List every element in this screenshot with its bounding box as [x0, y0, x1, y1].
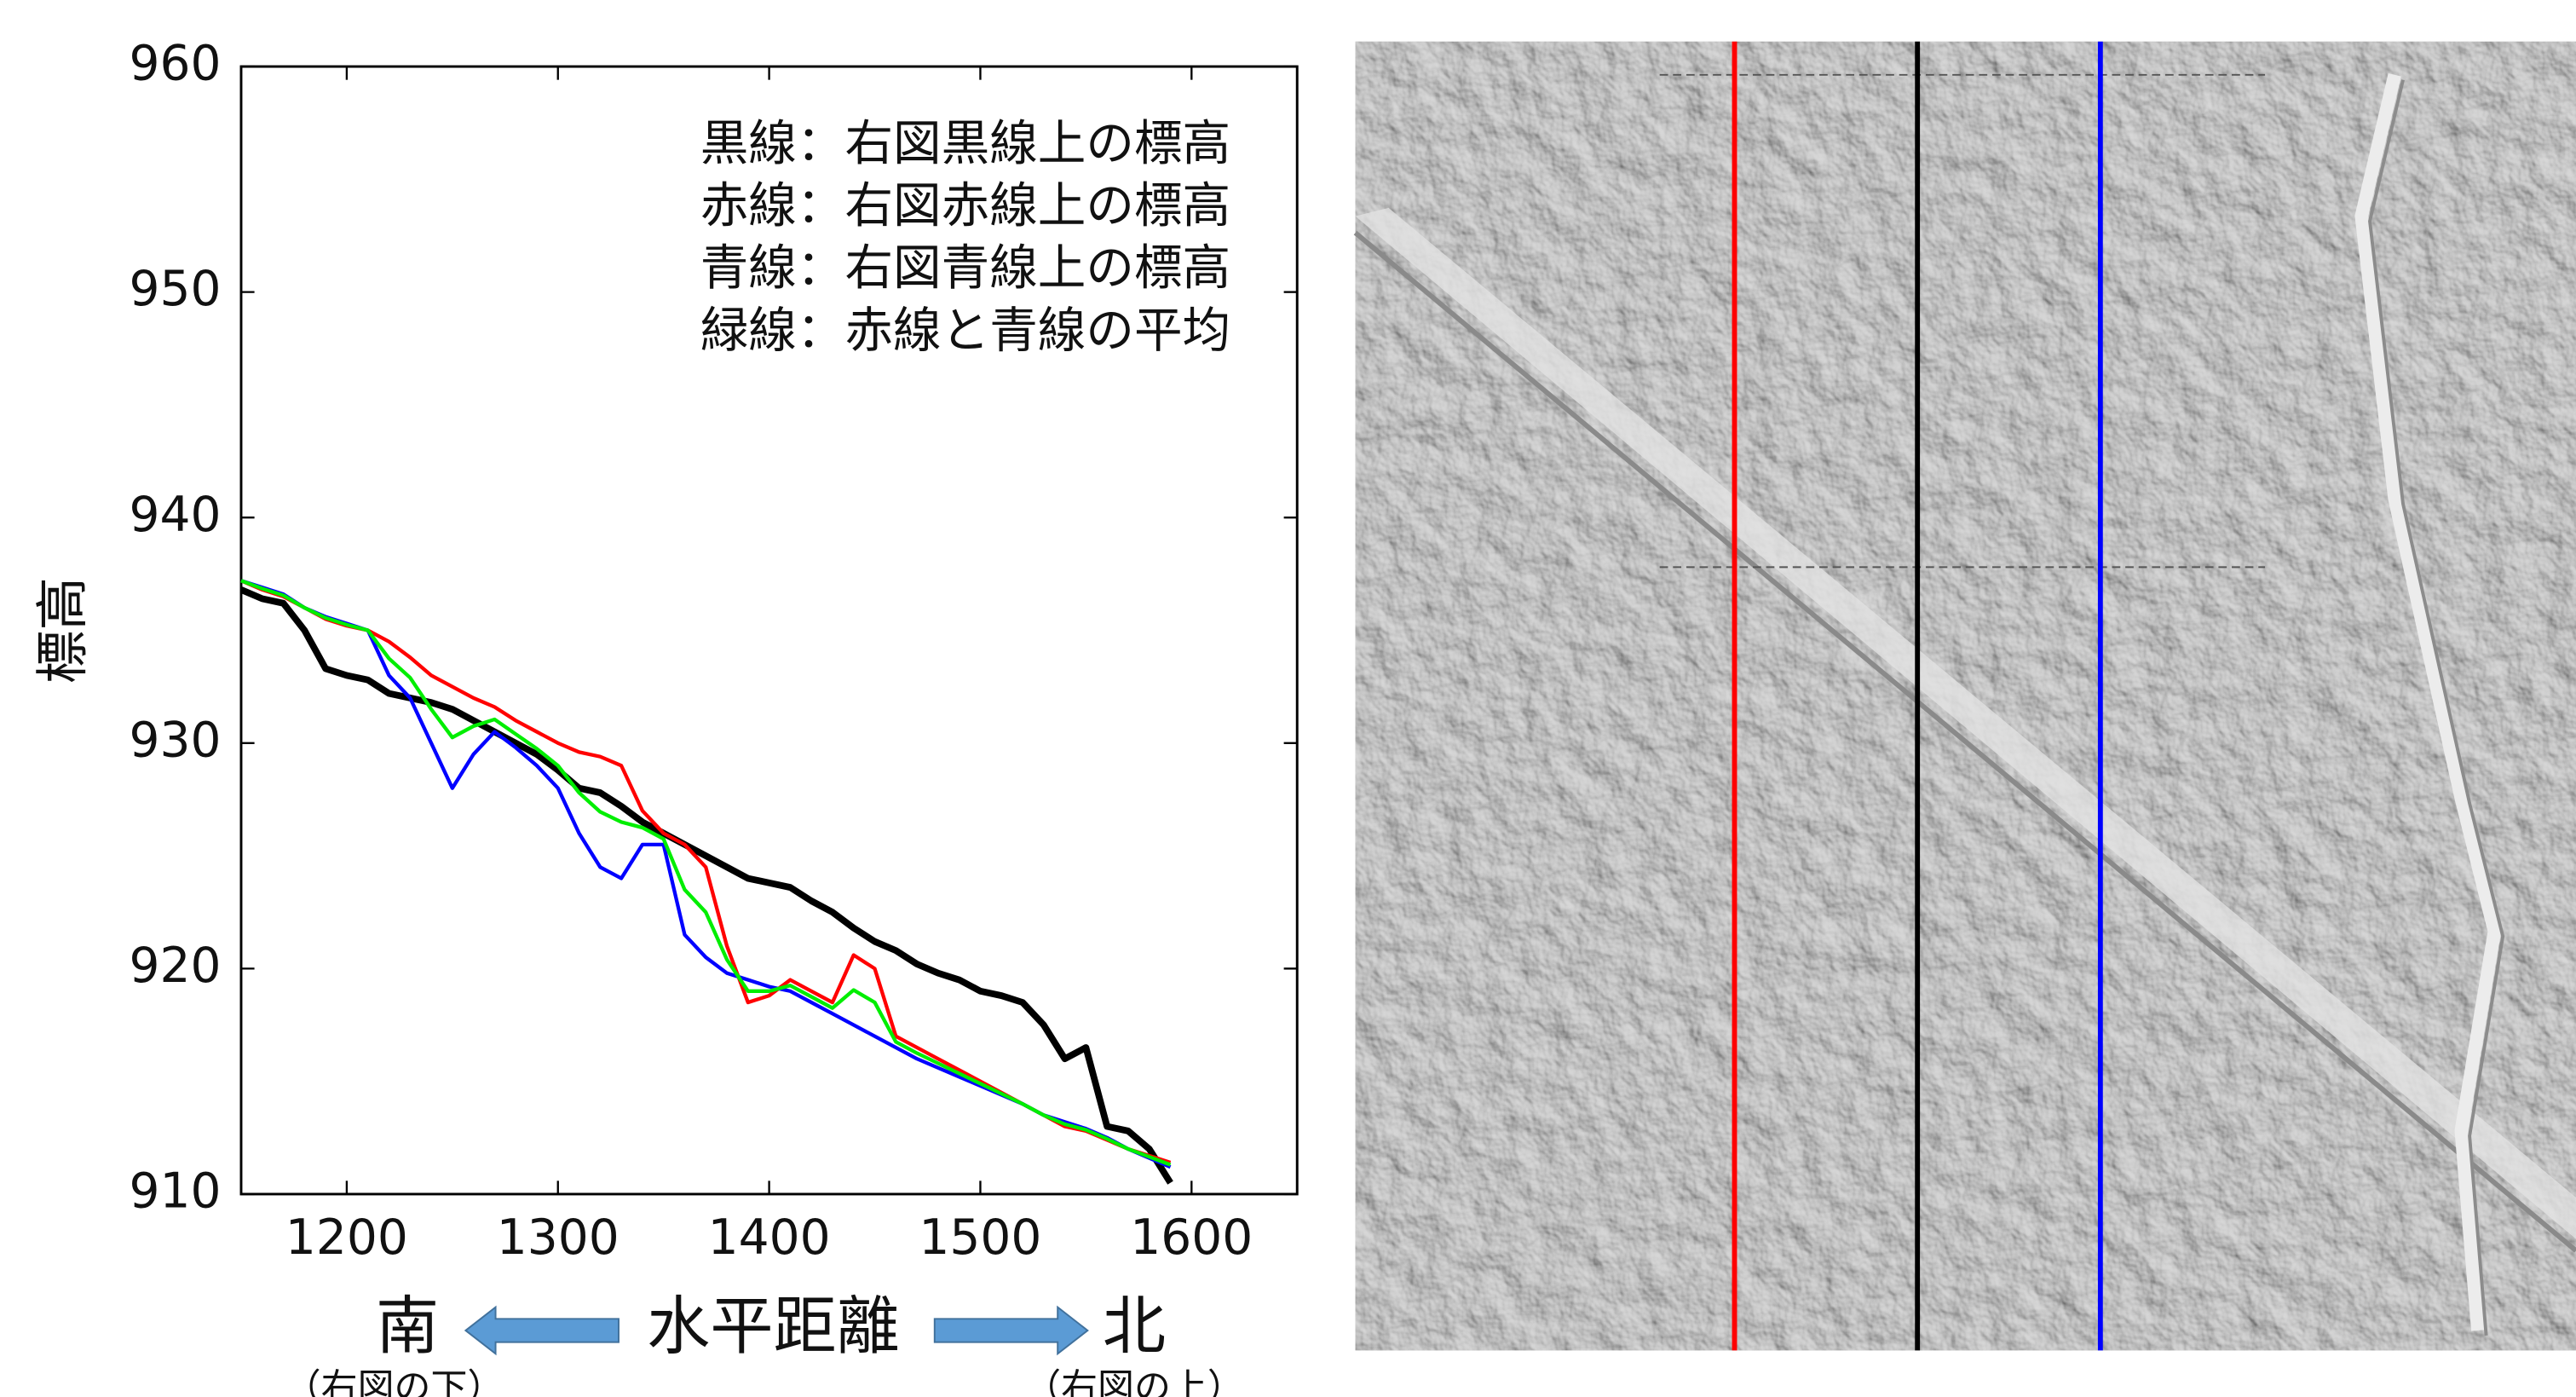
south-note: （右図の下） [285, 1367, 504, 1397]
north-note: （右図の上） [1024, 1367, 1244, 1397]
x-tick-label: 1200 [285, 1209, 408, 1266]
hillshade-map [1356, 42, 2576, 1351]
arrow-left [465, 1308, 619, 1354]
x-axis-label: 水平距離 [647, 1290, 900, 1363]
y-tick-label: 910 [130, 1163, 222, 1220]
y-tick-label: 920 [130, 938, 222, 994]
figure: 標高 水平距離 南 北 （右図の下） （右図の上） 910 920 930 940 95… [0, 0, 2576, 1397]
y-tick-label: 940 [130, 487, 222, 543]
x-tick-label: 1500 [919, 1209, 1041, 1266]
page: {"chart_data": { "type": "line", "ylabel… [0, 0, 2576, 1397]
south-label: 南 [376, 1290, 439, 1363]
legend-entry: 青線：右図青線上の標高 [700, 240, 1230, 297]
y-tick-label: 960 [130, 36, 222, 92]
legend-entry: 赤線：右図赤線上の標高 [700, 178, 1230, 234]
y-axis-label: 標高 [32, 577, 94, 684]
north-label: 北 [1103, 1290, 1166, 1363]
legend-entry: 緑線：赤線と青線の平均 [700, 303, 1230, 359]
x-tick-label: 1600 [1130, 1209, 1253, 1266]
plot-frame [241, 66, 1297, 1194]
arrow-right [935, 1308, 1088, 1354]
legend-entry: 黒線：右図黒線上の標高 [700, 115, 1230, 171]
y-tick-label: 930 [130, 712, 222, 768]
x-tick-label: 1400 [708, 1209, 831, 1266]
y-tick-label: 950 [130, 261, 222, 317]
x-tick-label: 1300 [497, 1209, 620, 1266]
